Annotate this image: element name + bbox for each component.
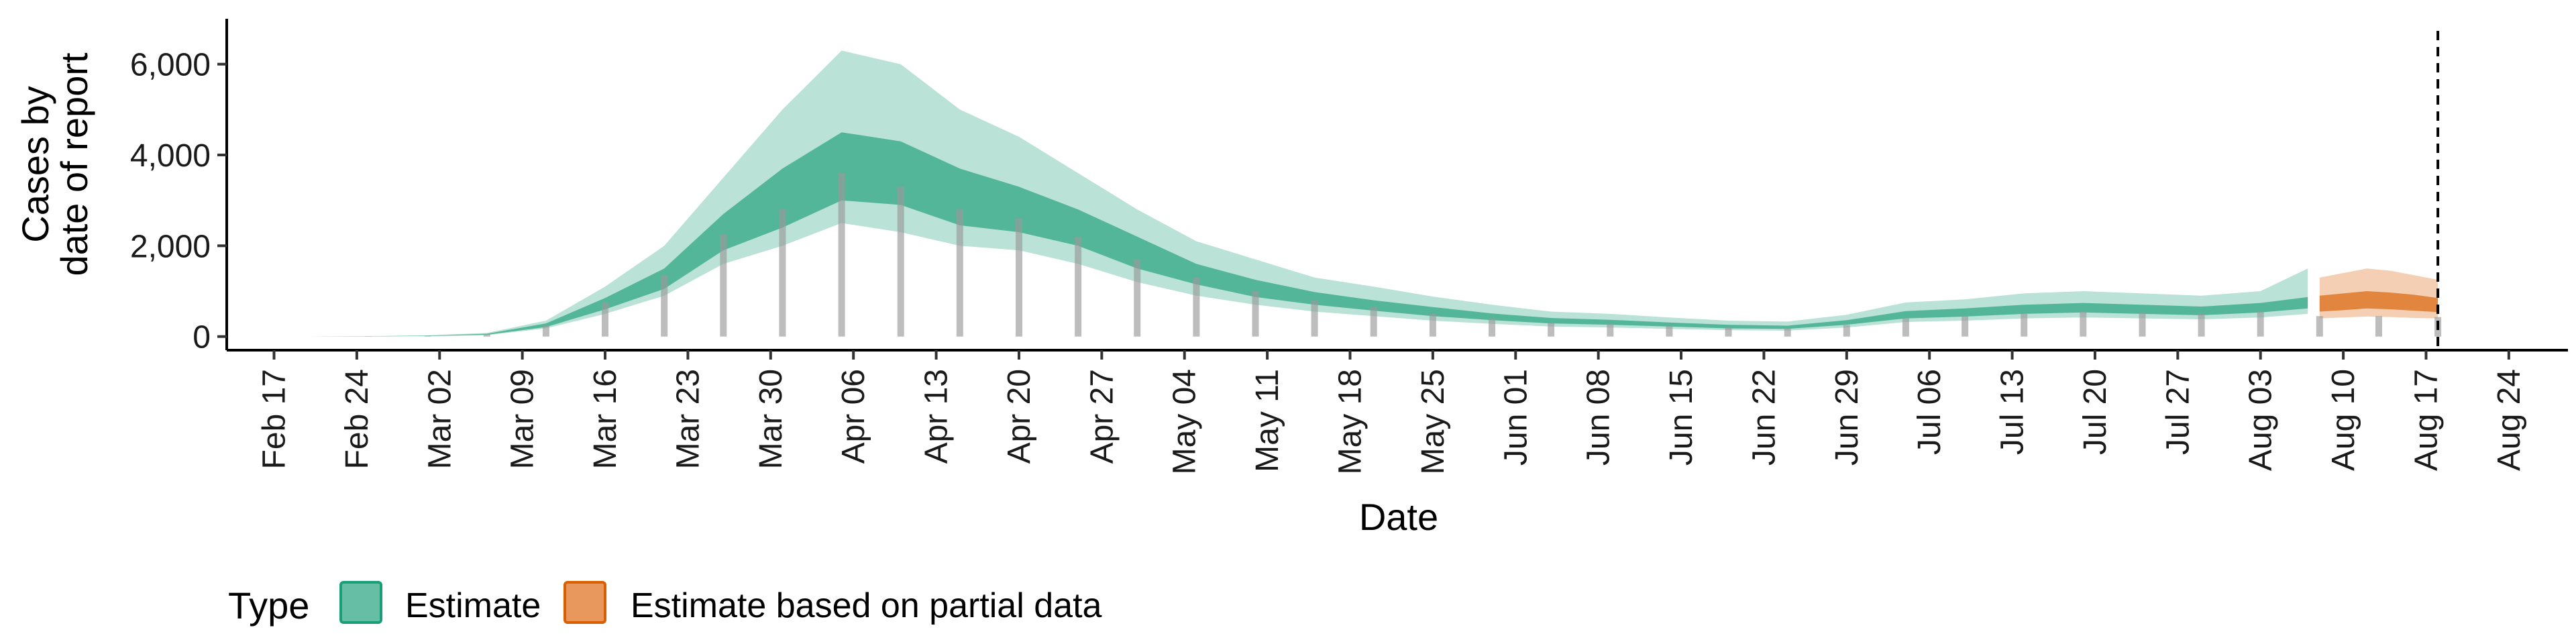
observed-bar xyxy=(661,275,668,337)
observed-bar xyxy=(1902,318,1909,337)
observed-bar xyxy=(1370,307,1377,337)
observed-bar xyxy=(2198,313,2205,337)
observed-bar xyxy=(1489,318,1495,337)
observed-bar xyxy=(1429,313,1436,337)
observed-bar xyxy=(1252,291,1259,337)
legend-swatch-partial-data xyxy=(564,581,606,624)
x-axis-label: Date xyxy=(1359,496,1438,538)
x-tick-label: Mar 09 xyxy=(505,369,541,469)
observed-bar xyxy=(897,186,904,337)
observed-bar xyxy=(1134,259,1141,337)
observed-bar xyxy=(1666,326,1673,337)
x-tick-label: Jun 29 xyxy=(1829,369,1865,466)
x-tick-label: Aug 10 xyxy=(2326,369,2361,471)
x-tick-label: Mar 16 xyxy=(588,369,623,469)
band-50-series-1 xyxy=(309,132,2308,337)
x-tick-label: Jul 27 xyxy=(2160,369,2196,455)
legend: Type Estimate Estimate based on partial … xyxy=(228,581,1102,627)
observed-bar xyxy=(2139,313,2146,337)
observed-bar xyxy=(1725,327,1732,337)
uncertainty-bands xyxy=(309,50,2438,337)
y-axis-label-line-1: Cases by xyxy=(14,86,56,242)
observed-bar xyxy=(1962,316,1969,337)
x-tick-label: Jul 20 xyxy=(2078,369,2113,455)
observed-bar xyxy=(602,302,608,337)
observed-bar xyxy=(542,325,549,337)
x-tick-label: Apr 20 xyxy=(1002,369,1037,464)
observed-bar xyxy=(2257,311,2264,337)
observed-bar xyxy=(1784,328,1791,337)
observed-bar xyxy=(1016,218,1022,337)
x-tick-label: Jun 22 xyxy=(1746,369,1782,466)
x-tick-label: Jul 13 xyxy=(1995,369,2031,455)
x-tick-label: Jul 06 xyxy=(1912,369,1947,455)
legend-label-partial-data: Estimate based on partial data xyxy=(631,586,1102,625)
observed-bar xyxy=(779,209,786,337)
x-tick-label: Feb 17 xyxy=(257,369,292,469)
observed-bar xyxy=(2316,316,2323,337)
observed-bar xyxy=(483,334,490,337)
x-axis-ticks: Feb 17 Feb 24 Mar 02 Mar 09 Mar 16 Mar 23 Mar … xyxy=(257,350,2527,474)
observed-bar xyxy=(2080,311,2087,337)
x-tick-label: May 25 xyxy=(1415,369,1451,474)
x-tick-label: Jun 01 xyxy=(1498,369,1534,466)
observed-bar xyxy=(2021,313,2028,337)
band-90-series-1 xyxy=(309,50,2308,337)
band-50-series-2 xyxy=(2319,291,2438,313)
observed-bar xyxy=(1548,323,1555,337)
x-tick-label: Jun 08 xyxy=(1581,369,1617,466)
observed-bar xyxy=(956,209,963,337)
x-tick-label: May 11 xyxy=(1250,369,1285,472)
legend-label-estimate: Estimate xyxy=(405,586,541,625)
x-tick-label: Mar 23 xyxy=(670,369,706,469)
x-tick-label: Apr 13 xyxy=(919,369,955,464)
y-axis-ticks: 0 2,000 4,000 6,000 xyxy=(130,48,227,356)
x-tick-label: Feb 24 xyxy=(339,369,375,469)
observed-bar xyxy=(424,335,431,337)
y-tick-label: 6,000 xyxy=(130,48,211,83)
y-tick-label: 2,000 xyxy=(130,229,211,264)
x-tick-label: Aug 24 xyxy=(2491,369,2527,471)
x-tick-label: Aug 17 xyxy=(2409,369,2445,471)
y-tick-label: 0 xyxy=(193,320,211,356)
observed-bar xyxy=(1607,323,1614,337)
legend-title: Type xyxy=(228,584,309,627)
x-tick-label: Apr 27 xyxy=(1084,369,1120,464)
x-tick-label: Apr 06 xyxy=(836,369,871,464)
observed-bar xyxy=(1311,300,1318,337)
x-tick-label: Aug 03 xyxy=(2243,369,2279,471)
x-tick-label: May 18 xyxy=(1333,369,1368,474)
observed-bar xyxy=(2375,316,2382,337)
x-tick-label: May 04 xyxy=(1167,369,1203,474)
observed-bar xyxy=(1193,277,1200,337)
y-tick-label: 4,000 xyxy=(130,138,211,174)
x-tick-label: Mar 30 xyxy=(753,369,789,469)
observed-bar xyxy=(1843,325,1850,337)
observed-cases-bars xyxy=(365,173,2442,337)
x-tick-label: Mar 02 xyxy=(422,369,458,469)
x-tick-label: Jun 15 xyxy=(1664,369,1699,466)
observed-bar xyxy=(720,234,727,337)
legend-swatch-estimate xyxy=(339,581,382,624)
observed-bar xyxy=(1075,236,1082,337)
observed-bar xyxy=(838,173,845,337)
y-axis-label-line-2: date of report xyxy=(53,52,95,276)
